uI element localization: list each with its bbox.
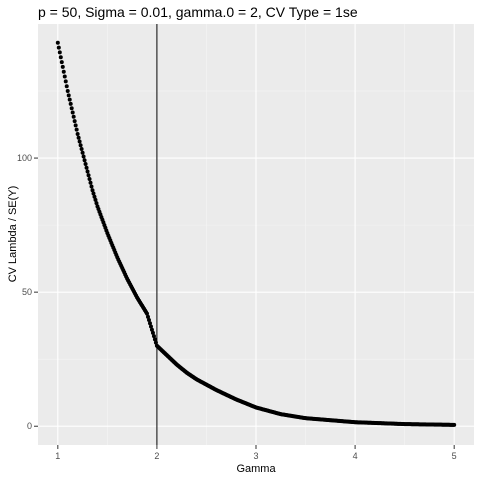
data-point	[77, 139, 82, 144]
data-point	[93, 197, 98, 202]
data-point	[84, 165, 89, 170]
data-point	[56, 45, 61, 50]
y-tick-label: 50	[22, 287, 32, 297]
data-point	[151, 334, 156, 339]
data-point	[83, 161, 88, 166]
data-point	[65, 89, 70, 94]
data-point	[59, 60, 64, 65]
data-point	[70, 110, 75, 115]
data-point	[82, 158, 87, 163]
data-point	[90, 188, 95, 193]
data-point	[80, 150, 85, 155]
data-point	[89, 184, 94, 189]
data-point	[75, 131, 80, 136]
data-point	[146, 318, 151, 323]
data-point	[152, 337, 157, 342]
data-point	[58, 55, 63, 60]
x-tick-label: 2	[154, 451, 159, 461]
data-point	[68, 101, 73, 106]
data-point	[94, 201, 99, 206]
data-point	[91, 191, 96, 196]
chart-title: p = 50, Sigma = 0.01, gamma.0 = 2, CV Ty…	[38, 4, 358, 20]
data-point	[57, 50, 62, 55]
data-point	[148, 324, 153, 329]
data-point	[62, 74, 67, 79]
data-point	[67, 97, 72, 102]
data-point	[149, 327, 154, 332]
y-tick-label: 100	[17, 153, 32, 163]
data-point	[73, 123, 78, 128]
data-points	[55, 40, 457, 427]
data-point	[69, 106, 74, 111]
data-point	[79, 146, 84, 151]
x-tick-label: 4	[353, 451, 358, 461]
data-point	[76, 135, 81, 140]
data-point	[60, 64, 65, 69]
data-point	[74, 127, 79, 132]
data-point	[145, 314, 150, 319]
data-point	[78, 143, 83, 148]
x-tick-label: 1	[55, 451, 60, 461]
data-point	[64, 84, 69, 89]
data-point	[87, 176, 92, 181]
data-point	[452, 422, 457, 427]
data-point	[147, 321, 152, 326]
x-tick-label: 5	[452, 451, 457, 461]
data-point	[85, 169, 90, 174]
data-point	[81, 154, 86, 159]
data-point	[66, 93, 71, 98]
data-point	[72, 119, 77, 124]
y-axis: 0 50 100	[17, 153, 38, 431]
x-axis-title: Gamma	[236, 463, 276, 475]
data-point	[150, 330, 155, 335]
x-axis: 1 2 3 4 5	[55, 445, 457, 461]
y-tick-label: 0	[27, 421, 32, 431]
y-axis-title: CV Lambda / SE(Y)	[7, 186, 19, 283]
data-point	[61, 69, 66, 74]
data-point	[55, 40, 60, 45]
data-point	[92, 194, 97, 199]
data-point	[88, 180, 93, 185]
x-tick-label: 3	[253, 451, 258, 461]
data-point	[63, 79, 68, 84]
data-point	[71, 114, 76, 119]
data-point	[86, 173, 91, 178]
data-point	[145, 311, 149, 316]
